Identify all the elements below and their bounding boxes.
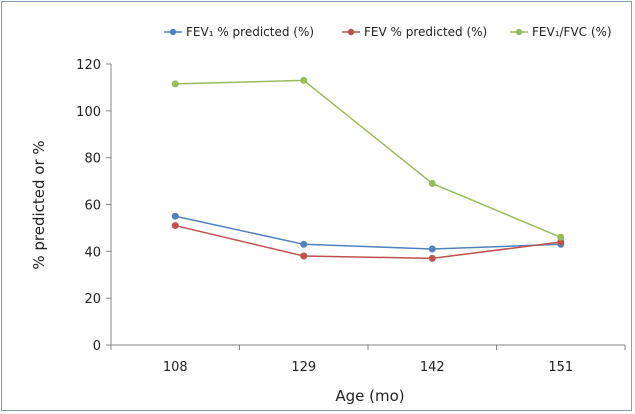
data-point <box>428 179 436 187</box>
data-point <box>428 254 436 262</box>
y-tick-label: 40 <box>84 245 101 260</box>
y-tick-label: 80 <box>84 152 101 167</box>
series-1 <box>171 212 565 253</box>
legend-label: FEV₁/FVC (%) <box>532 25 612 39</box>
data-point <box>171 212 179 220</box>
x-tick-label: 129 <box>291 360 316 375</box>
legend-label: FEV₁ % predicted (%) <box>186 25 314 39</box>
series-line <box>175 215 561 250</box>
data-point <box>300 240 308 248</box>
legend-label: FEV % predicted (%) <box>364 25 487 39</box>
x-axis: 108 129 142 151 <box>110 344 626 375</box>
data-point <box>557 233 565 241</box>
legend: FEV₁ % predicted (%) FEV % predicted (%) F… <box>164 25 612 39</box>
data-point <box>171 222 179 230</box>
series-line <box>175 79 562 238</box>
x-tick-label: 142 <box>420 360 445 375</box>
series-layer <box>171 76 565 262</box>
y-axis-title: % predicted or % <box>30 140 48 269</box>
series-3 <box>171 76 565 241</box>
x-axis-title: Age (mo) <box>335 387 404 405</box>
legend-swatch-marker <box>169 28 177 36</box>
y-tick-label: 120 <box>76 58 101 73</box>
y-tick-label: 20 <box>84 292 101 307</box>
legend-item: FEV₁ % predicted (%) <box>164 25 314 39</box>
legend-item: FEV₁/FVC (%) <box>510 25 612 39</box>
y-tick-label: 100 <box>76 105 101 120</box>
data-point <box>428 245 436 253</box>
legend-swatch-marker <box>515 28 523 36</box>
legend-item: FEV % predicted (%) <box>342 25 487 39</box>
data-point <box>171 80 179 88</box>
y-axis: 0 20 40 60 80 100 120 <box>76 58 112 354</box>
x-tick-label: 108 <box>163 360 188 375</box>
x-tick-label: 151 <box>548 360 573 375</box>
y-tick-label: 60 <box>84 199 101 214</box>
data-point <box>300 76 308 84</box>
legend-swatch-marker <box>347 28 355 36</box>
data-point <box>300 252 308 260</box>
y-tick-label: 0 <box>93 339 101 354</box>
series-line <box>175 224 561 260</box>
